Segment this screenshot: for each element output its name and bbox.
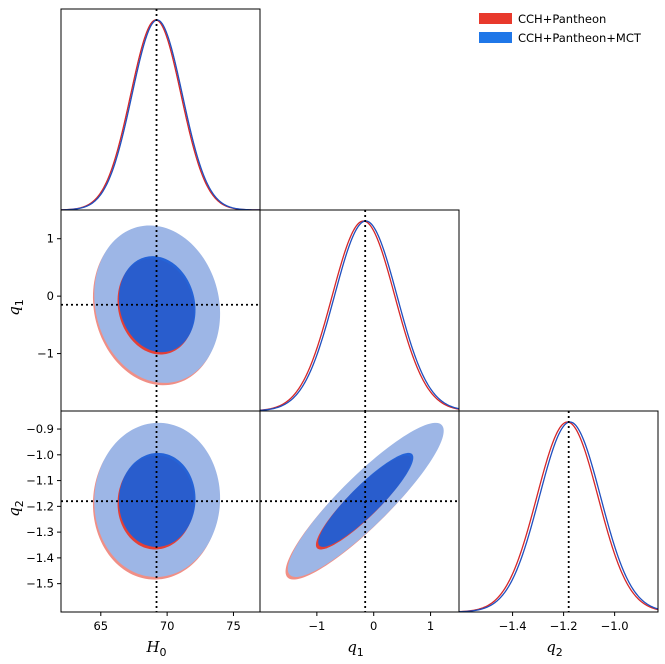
x-tick-label: −1 — [308, 619, 325, 633]
y-tick-label: 0 — [47, 289, 54, 303]
contour-H0-q1 — [61, 210, 260, 411]
y-tick-label: −1.0 — [26, 448, 54, 462]
y-axis-label-q1: q1 — [5, 299, 26, 316]
legend-item-cch-pantheon-swatch — [479, 13, 512, 24]
x-tick-label: −1.4 — [499, 619, 527, 633]
contour-H0-q2 — [61, 411, 260, 612]
marginal-curve-cch-pantheon-mct — [459, 421, 658, 612]
y-tick-label: −1.4 — [26, 551, 54, 565]
y-tick-label: −1.5 — [26, 577, 54, 591]
x-tick-label: 75 — [226, 619, 241, 633]
y-tick-label: 1 — [47, 232, 54, 246]
x-axis-label-q2: q2 — [546, 638, 563, 659]
x-tick-label: −1.0 — [601, 619, 629, 633]
marginal-curve-cch-pantheon-mct — [260, 220, 459, 411]
svg-text:q1: q1 — [5, 299, 26, 316]
legend-item-cch-pantheon-mct-label: CCH+Pantheon+MCT — [518, 31, 642, 45]
marginal-curve-cch-pantheon-mct — [61, 19, 260, 210]
legend-item-cch-pantheon-label: CCH+Pantheon — [518, 12, 606, 26]
x-axis-label-H0: H0 — [145, 638, 166, 659]
x-tick-label: 70 — [160, 619, 175, 633]
x-tick-label: 1 — [427, 619, 434, 633]
y-tick-label: −1.3 — [26, 525, 54, 539]
y-axis-label-q2: q2 — [5, 500, 26, 517]
marginal-H0 — [61, 9, 260, 210]
contour-68-cch-pantheon-mct — [118, 452, 196, 547]
legend-item-cch-pantheon-mct-swatch — [479, 32, 512, 43]
x-tick-label: 65 — [93, 619, 108, 633]
x-axis-label-q1: q1 — [347, 638, 364, 659]
x-tick-label: −1.2 — [550, 619, 578, 633]
marginal-curve-cch-pantheon — [61, 19, 260, 210]
marginal-curve-cch-pantheon — [459, 421, 658, 612]
contour-68-cch-pantheon-mct — [318, 452, 414, 547]
y-tick-label: −0.9 — [26, 422, 54, 436]
panel-frame — [458, 410, 659, 613]
y-tick-label: −1.2 — [26, 499, 54, 513]
marginal-q2 — [459, 411, 658, 612]
panel-frame — [60, 8, 261, 211]
marginal-curve-cch-pantheon — [260, 220, 459, 411]
panel-frame — [259, 209, 460, 412]
y-tick-label: −1.1 — [26, 474, 54, 488]
svg-text:q2: q2 — [5, 500, 26, 517]
legend: CCH+Pantheon CCH+Pantheon+MCT — [479, 12, 642, 45]
marginal-q1 — [260, 210, 459, 411]
y-tick-label: −1 — [37, 347, 54, 361]
contour-q1-q2 — [260, 411, 459, 612]
x-tick-label: 0 — [370, 619, 377, 633]
